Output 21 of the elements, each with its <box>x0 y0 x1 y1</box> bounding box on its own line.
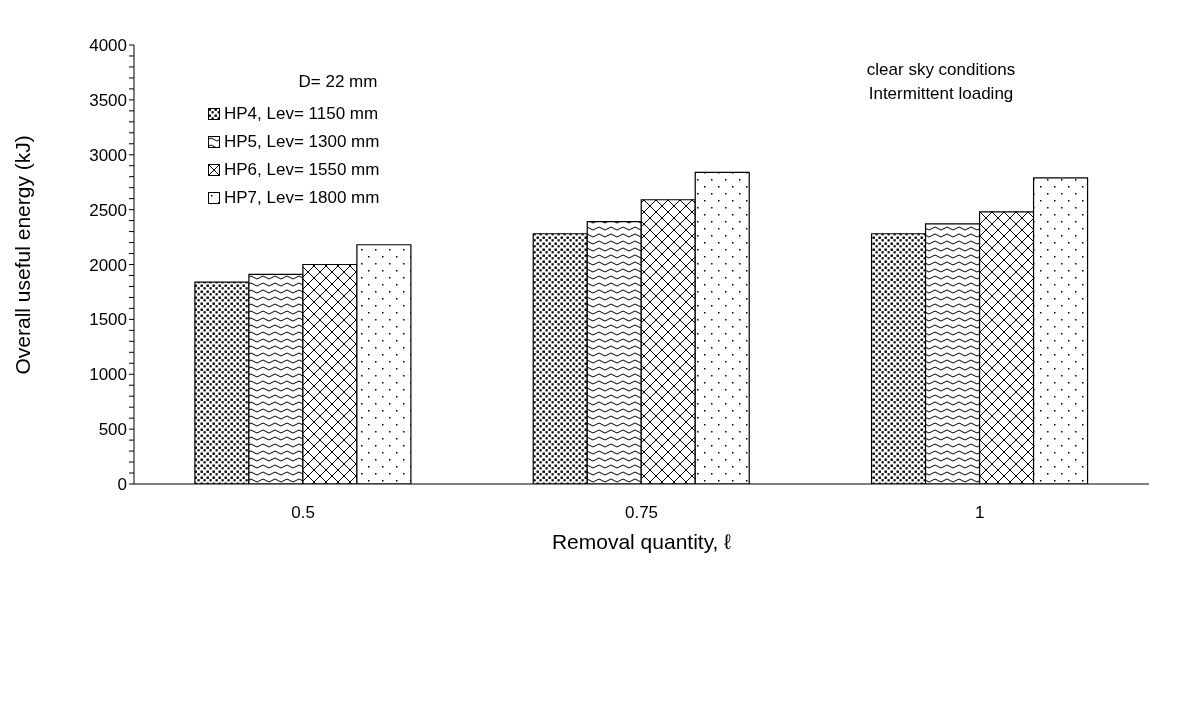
y-tick-label: 0 <box>117 475 127 495</box>
x-tick-label: 1 <box>975 503 985 523</box>
legend-label: HP4, Lev= 1150 mm <box>224 103 379 125</box>
y-tick-label: 2500 <box>89 200 127 220</box>
legend-label: HP6, Lev= 1550 mm <box>224 159 380 181</box>
x-tick-label: 0.5 <box>291 503 315 523</box>
y-tick-label: 500 <box>98 420 127 440</box>
y-axis-title: Overall useful energy (kJ) <box>11 135 35 375</box>
y-tick-label: 1000 <box>89 365 127 385</box>
legend-label: HP7, Lev= 1800 mm <box>224 187 380 209</box>
legend-title: D= 22 mm <box>297 71 379 93</box>
annotation: Intermittent loading <box>867 83 1015 105</box>
x-tick-label: 0.75 <box>624 503 659 523</box>
y-tick-label: 4000 <box>89 36 127 56</box>
y-tick-label: 2000 <box>89 255 127 275</box>
y-tick-label: 3000 <box>89 145 127 165</box>
y-tick-label: 1500 <box>89 310 127 330</box>
x-axis-title: Removal quantity, ℓ <box>551 530 732 553</box>
y-tick-label: 3500 <box>89 90 127 110</box>
legend-label: HP5, Lev= 1300 mm <box>224 131 380 153</box>
annotation: clear sky conditions <box>865 59 1017 81</box>
